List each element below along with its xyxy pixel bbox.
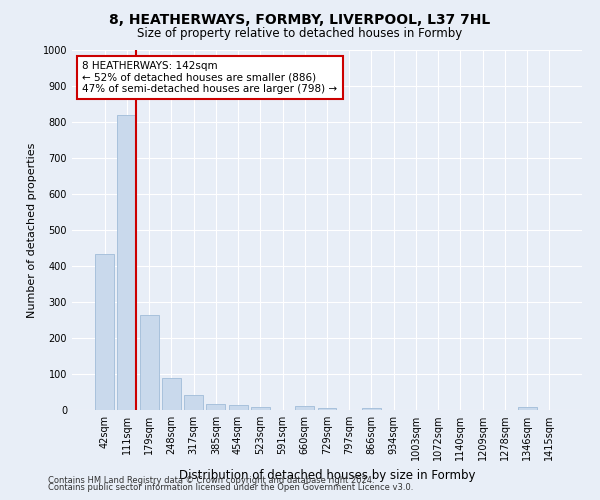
Bar xyxy=(118,115,136,410)
Text: Size of property relative to detached houses in Formby: Size of property relative to detached ho… xyxy=(137,28,463,40)
Text: Contains public sector information licensed under the Open Government Licence v3: Contains public sector information licen… xyxy=(48,484,413,492)
Text: 8, HEATHERWAYS, FORMBY, LIVERPOOL, L37 7HL: 8, HEATHERWAYS, FORMBY, LIVERPOOL, L37 7… xyxy=(109,12,491,26)
Bar xyxy=(317,408,337,410)
Bar xyxy=(206,404,225,410)
Bar xyxy=(362,408,381,410)
Bar xyxy=(140,314,158,410)
Bar xyxy=(229,406,248,410)
Bar xyxy=(518,408,536,410)
Text: Contains HM Land Registry data © Crown copyright and database right 2024.: Contains HM Land Registry data © Crown c… xyxy=(48,476,374,485)
Text: 8 HEATHERWAYS: 142sqm
← 52% of detached houses are smaller (886)
47% of semi-det: 8 HEATHERWAYS: 142sqm ← 52% of detached … xyxy=(82,61,337,94)
Bar xyxy=(251,408,270,410)
X-axis label: Distribution of detached houses by size in Formby: Distribution of detached houses by size … xyxy=(179,468,475,481)
Bar xyxy=(184,395,203,410)
Bar xyxy=(162,378,181,410)
Bar xyxy=(95,254,114,410)
Y-axis label: Number of detached properties: Number of detached properties xyxy=(27,142,37,318)
Bar xyxy=(295,406,314,410)
